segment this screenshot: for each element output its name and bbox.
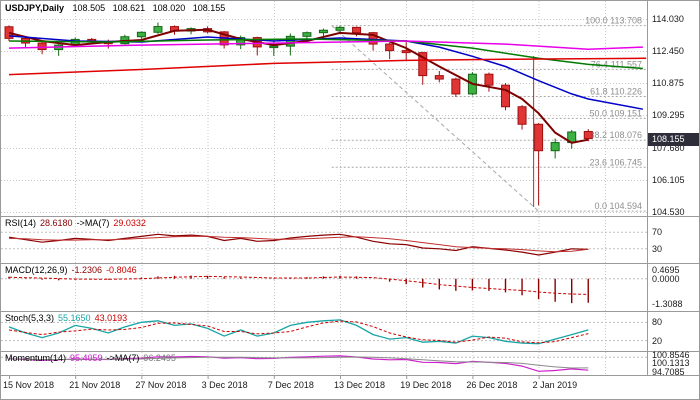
ohlc-low: 108.020 bbox=[152, 3, 186, 13]
candle-down bbox=[37, 42, 47, 51]
rsi-ma-value: 29.0332 bbox=[113, 218, 146, 228]
candle-up bbox=[236, 37, 246, 46]
symbol-period-label: USDJPY,Daily bbox=[5, 3, 65, 13]
momentum-value: 95.4059 bbox=[70, 353, 103, 363]
candle-up bbox=[136, 31, 146, 38]
rsi-panel-label: RSI(14) 28.6180 ->MA(7) 29.0332 bbox=[5, 218, 150, 228]
time-tick-label[interactable]: 7 Dec 2018 bbox=[267, 380, 314, 390]
rsi-ma-line bbox=[8, 235, 589, 253]
time-tick-label[interactable]: 21 Nov 2018 bbox=[69, 380, 121, 390]
time-tick-label[interactable]: 15 Nov 2018 bbox=[3, 380, 55, 390]
fib-level-label: 23.6 106.745 bbox=[589, 157, 642, 167]
candle-up bbox=[269, 45, 279, 49]
stoch-title: Stoch(5,3,3) bbox=[5, 313, 55, 323]
stoch-layer bbox=[1, 319, 647, 345]
stoch-main-line bbox=[8, 319, 589, 345]
momentum-layer bbox=[1, 355, 647, 372]
macd-title: MACD(12,26,9) bbox=[5, 265, 68, 275]
macd-value: -1.2306 bbox=[71, 265, 103, 275]
ohlc-open: 108.505 bbox=[72, 3, 106, 13]
candle-down bbox=[484, 73, 494, 86]
chart-title: USDJPY,Daily 108.505 108.621 108.020 108… bbox=[5, 3, 230, 13]
candle-up bbox=[285, 35, 295, 47]
moving-averages-layer bbox=[8, 28, 647, 144]
current-price-value: 108.155 bbox=[652, 133, 685, 144]
stoch-signal-value: 43.0193 bbox=[94, 313, 128, 323]
momentum-ma-title: ->MA(7) bbox=[106, 353, 140, 363]
momentum-panel-label: Momentum(14) 95.4059 ->MA(7) 96.2495 bbox=[5, 353, 180, 363]
ohlc-high: 108.621 bbox=[112, 3, 146, 13]
candle-down bbox=[451, 78, 461, 95]
time-tick-label[interactable]: 27 Nov 2018 bbox=[135, 380, 187, 390]
macd-signal-value: -0.8046 bbox=[106, 265, 137, 275]
momentum-title: Momentum(14) bbox=[5, 353, 67, 363]
candle-down bbox=[4, 26, 14, 39]
momentum-ma-line bbox=[8, 356, 589, 369]
ma-line-slower-magenta bbox=[8, 40, 643, 50]
time-tick-label[interactable]: 26 Dec 2018 bbox=[466, 380, 518, 390]
candle-down bbox=[418, 52, 428, 77]
rsi-value: 28.6180 bbox=[40, 218, 73, 228]
candle-down bbox=[517, 106, 527, 125]
candle-down bbox=[368, 32, 378, 45]
time-tick-label[interactable]: 2 Jan 2019 bbox=[532, 380, 578, 390]
macd-panel-label: MACD(12,26,9) -1.2306 -0.8046 bbox=[5, 265, 141, 275]
macd-signal-line bbox=[8, 275, 589, 295]
candle-down bbox=[352, 26, 362, 34]
fib-level-label: 76.4 111.557 bbox=[591, 59, 642, 69]
fib-level-label: 50.0 109.151 bbox=[589, 108, 642, 118]
current-price-badge: 108.155 bbox=[648, 132, 699, 146]
candle-down bbox=[501, 84, 510, 108]
stoch-value: 55.1650 bbox=[58, 313, 91, 323]
macd-layer bbox=[1, 275, 647, 304]
ohlc-close: 108.155 bbox=[192, 3, 226, 13]
fibonacci-layer: 100.0 113.708 76.4 111.557 61.8 110.226 50.… bbox=[331, 16, 647, 212]
stoch-panel-label: Stoch(5,3,3) 55.1650 43.0193 bbox=[5, 313, 131, 323]
candle-up bbox=[335, 26, 345, 31]
candle-up bbox=[318, 29, 328, 34]
candle-down bbox=[434, 75, 444, 80]
candle-up bbox=[153, 26, 163, 33]
candle-up bbox=[550, 142, 560, 152]
time-tick-label[interactable]: 13 Dec 2018 bbox=[334, 380, 386, 390]
separators-layer bbox=[1, 1, 699, 379]
candle-up bbox=[302, 32, 312, 37]
candle-down bbox=[583, 130, 593, 140]
fib-level-label: 61.8 110.226 bbox=[590, 86, 642, 96]
rsi-layer bbox=[1, 231, 647, 256]
candle-down bbox=[534, 123, 544, 152]
fib-level-label: 0.0 104.594 bbox=[594, 201, 642, 211]
candle-down bbox=[385, 43, 395, 52]
time-tick-label[interactable]: 19 Dec 2018 bbox=[400, 380, 452, 390]
stoch-signal-line bbox=[8, 320, 589, 344]
momentum-ma-value: 96.2495 bbox=[143, 353, 176, 363]
rsi-title: RSI(14) bbox=[5, 218, 37, 228]
fib-level-label: 38.2 108.076 bbox=[589, 130, 642, 140]
fib-level-label: 100.0 113.708 bbox=[585, 16, 642, 26]
ma-line-long-red bbox=[8, 57, 647, 76]
time-tick-label[interactable]: 3 Dec 2018 bbox=[201, 380, 248, 390]
rsi-ma-title: ->MA(7) bbox=[76, 218, 110, 228]
candle-down bbox=[401, 50, 411, 54]
fib-trendline bbox=[331, 25, 539, 212]
